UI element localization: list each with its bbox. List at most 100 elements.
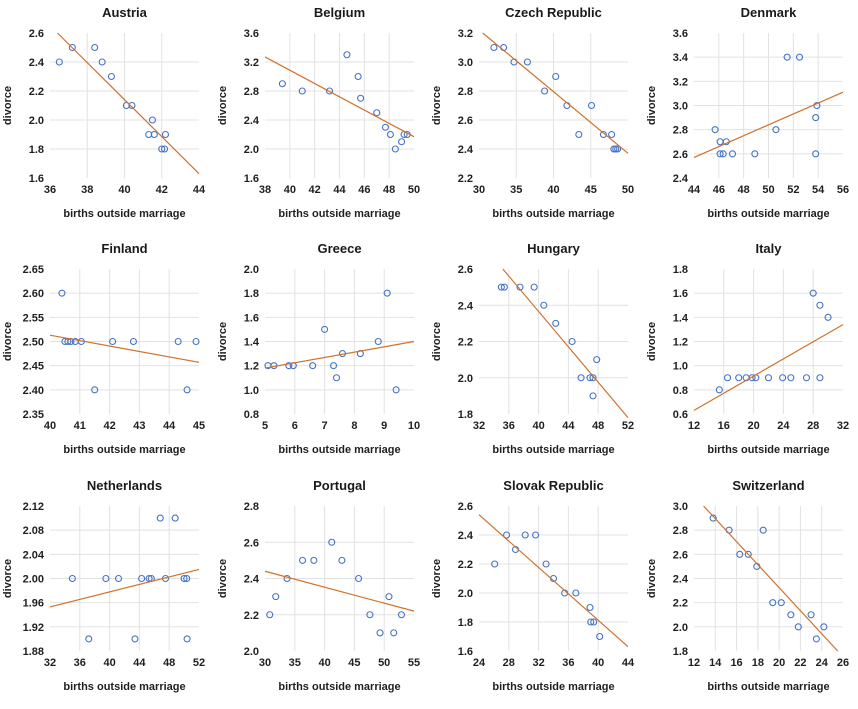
- y-tick-label: 3.0: [672, 101, 687, 113]
- x-tick-label: 44: [333, 184, 346, 196]
- y-axis-title: divorce: [646, 559, 658, 598]
- data-point-marker: [397, 610, 405, 618]
- y-tick-label: 2.04: [23, 549, 45, 561]
- x-tick-label: 9: [381, 420, 387, 432]
- data-point-marker: [183, 386, 191, 394]
- y-tick-label: 2.4: [458, 144, 474, 156]
- data-point-marker: [98, 58, 106, 66]
- y-tick-label: 2.6: [458, 264, 473, 276]
- trend-line: [49, 334, 200, 364]
- data-point-marker: [192, 338, 200, 346]
- x-tick-label: 36: [74, 657, 86, 669]
- scatter-plot-finland: Finland 2.35 2.40 2.45 2.50 2.55 2.60 2.65 40 41 4…: [2, 241, 205, 456]
- x-axis-title: births outside marriage: [63, 444, 185, 456]
- data-point-marker: [542, 560, 550, 568]
- data-point-marker: [824, 314, 832, 322]
- x-tick-label: 18: [751, 657, 763, 669]
- chart-denmark: Denmark 2.4 2.6 2.8 3.0 3.2 3.4 3.6 44 46 48 50 52 54…: [644, 0, 858, 236]
- y-tick-label: 1.6: [672, 288, 687, 300]
- chart-title: Finland: [101, 241, 147, 256]
- data-point-marker: [807, 610, 815, 618]
- y-tick-label: 0.8: [672, 385, 687, 397]
- x-tick-label: 32: [532, 657, 544, 669]
- data-point-marker: [723, 374, 731, 382]
- data-point-marker: [386, 130, 394, 139]
- data-point-marker: [812, 634, 820, 643]
- y-tick-label: 2.8: [672, 525, 687, 537]
- data-point-marker: [278, 80, 286, 88]
- chart-switzerland: Switzerland 1.8 2.0 2.2 2.4 2.6 2.8 3.0 12 14 16 18…: [644, 473, 858, 709]
- data-point-marker: [809, 289, 817, 298]
- data-point-marker: [744, 550, 752, 558]
- data-point-marker: [161, 130, 170, 139]
- data-point-marker: [284, 362, 292, 370]
- data-point-marker: [180, 574, 188, 582]
- trend-line: [264, 341, 414, 369]
- data-point-marker: [764, 374, 772, 382]
- data-point-marker: [490, 43, 498, 52]
- x-axis-title: births outside marriage: [707, 681, 829, 693]
- x-tick-label: 5: [261, 420, 267, 432]
- chart-title: Austria: [102, 5, 148, 20]
- data-point-marker: [375, 628, 384, 637]
- x-tick-label: 24: [815, 657, 828, 669]
- data-point-marker: [541, 87, 549, 95]
- trend-line: [264, 570, 414, 612]
- trend-line: [57, 32, 200, 175]
- y-tick-label: 2.6: [672, 549, 687, 561]
- chart-netherlands: Netherlands 1.88 1.92 1.96 2.00 2.04 2.08 2.12 3…: [0, 473, 215, 709]
- y-tick-label: 1.4: [672, 313, 688, 325]
- data-point-marker: [786, 374, 794, 382]
- data-point-marker: [587, 101, 596, 110]
- y-tick-label: 2.4: [672, 573, 688, 585]
- chart-finland: Finland 2.35 2.40 2.45 2.50 2.55 2.60 2.65 40 41 4…: [0, 236, 215, 472]
- scatter-plot-netherlands: Netherlands 1.88 1.92 1.96 2.00 2.04 2.08 2.12 3…: [2, 478, 205, 693]
- chart-belgium: Belgium 1.6 2.0 2.4 2.8 3.2 3.6 38 40 42 44 46 48 50 b…: [215, 0, 430, 236]
- y-tick-label: 1.8: [29, 144, 44, 156]
- y-tick-label: 1.6: [29, 173, 44, 185]
- y-tick-label: 2.40: [23, 385, 44, 397]
- x-tick-label: 28: [503, 657, 515, 669]
- x-tick-label: 12: [687, 657, 699, 669]
- data-point-marker: [768, 598, 776, 606]
- y-tick-label: 2.4: [672, 173, 688, 185]
- data-point-marker: [819, 622, 827, 630]
- data-point-marker: [572, 589, 580, 597]
- data-point-marker: [802, 374, 810, 382]
- y-tick-label: 2.0: [243, 646, 258, 658]
- data-point-marker: [575, 130, 583, 139]
- scatter-plot-italy: Italy 0.6 0.8 1.0 1.2 1.4 1.6 1.8 12 16 20 24 28 32 bi…: [646, 241, 849, 456]
- x-tick-label: 38: [258, 184, 270, 196]
- data-point-marker: [392, 386, 400, 394]
- x-tick-label: 22: [794, 657, 806, 669]
- chart-title: Czech Republic: [505, 5, 602, 20]
- x-tick-label: 30: [473, 184, 485, 196]
- data-point-marker: [815, 374, 823, 382]
- x-tick-label: 44: [163, 420, 176, 432]
- y-tick-label: 1.6: [243, 173, 258, 185]
- y-tick-label: 2.0: [458, 373, 473, 385]
- trend-line: [49, 568, 200, 608]
- data-point-marker: [716, 150, 724, 158]
- x-tick-label: 52: [622, 420, 634, 432]
- data-point-marker: [102, 574, 110, 582]
- x-tick-label: 40: [318, 657, 330, 669]
- trend-line: [693, 91, 843, 159]
- y-tick-label: 2.2: [29, 86, 44, 98]
- data-point-marker: [129, 338, 137, 346]
- y-tick-label: 1.8: [672, 264, 687, 276]
- chart-slovak-republic: Slovak Republic 1.6 1.8 2.0 2.2 2.4 2.6 24 28 32 3…: [429, 473, 644, 709]
- data-point-marker: [332, 374, 340, 382]
- y-tick-label: 2.2: [458, 559, 473, 571]
- y-tick-label: 2.8: [672, 125, 687, 137]
- scatter-plot-greece: Greece 0.8 1.0 1.2 1.4 1.6 1.8 2.0 5 6 7 8 9 10 births…: [217, 241, 420, 456]
- x-tick-label: 32: [836, 420, 848, 432]
- x-tick-label: 32: [473, 420, 485, 432]
- chart-title: Denmark: [740, 5, 796, 20]
- x-tick-label: 48: [383, 184, 395, 196]
- data-point-marker: [794, 622, 802, 630]
- trend-line: [693, 324, 843, 412]
- x-tick-label: 8: [351, 420, 357, 432]
- chart-title: Hungary: [527, 241, 581, 256]
- y-tick-label: 2.50: [23, 337, 44, 349]
